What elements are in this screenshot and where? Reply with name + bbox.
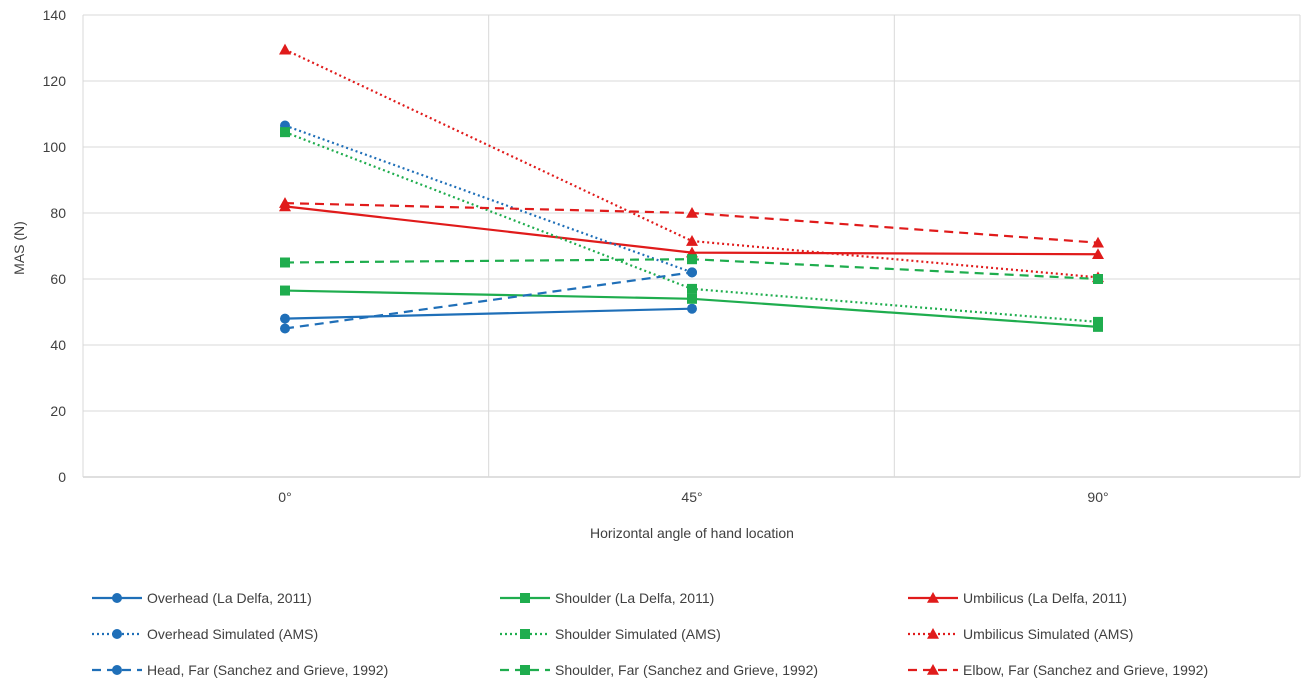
data-point (279, 43, 291, 55)
y-axis-title: MAS (N) (11, 221, 27, 275)
x-axis-tick-labels: 0° 45° 90° (278, 489, 1108, 505)
x-tick-label: 45° (681, 489, 702, 505)
data-point (1092, 236, 1104, 248)
y-tick-label: 20 (50, 403, 66, 419)
legend-label: Shoulder Simulated (AMS) (555, 626, 721, 642)
legend-item: Umbilicus (La Delfa, 2011) (908, 590, 1127, 606)
y-tick-label: 120 (43, 73, 67, 89)
legend-marker (520, 593, 530, 603)
legend-label: Umbilicus Simulated (AMS) (963, 626, 1133, 642)
legend-label: Head, Far (Sanchez and Grieve, 1992) (147, 662, 388, 678)
data-point (1092, 248, 1104, 260)
data-point (687, 303, 697, 314)
x-tick-label: 90° (1087, 489, 1108, 505)
data-point (687, 267, 697, 278)
data-point (279, 197, 291, 208)
legend-label: Overhead (La Delfa, 2011) (147, 590, 312, 606)
legend-marker (520, 629, 530, 639)
legend-label: Shoulder (La Delfa, 2011) (555, 590, 714, 606)
legend-label: Overhead Simulated (AMS) (147, 626, 318, 642)
y-axis-tick-labels: 0 20 40 60 80 100 120 140 (43, 7, 67, 485)
series-line (284, 271, 693, 330)
legend-item: Head, Far (Sanchez and Grieve, 1992) (92, 662, 388, 678)
legend-item: Umbilicus Simulated (AMS) (908, 626, 1133, 642)
grid-lines (82, 14, 1301, 478)
data-point (687, 254, 697, 265)
legend-marker (112, 629, 122, 639)
legend-marker (927, 664, 939, 675)
legend-label: Elbow, Far (Sanchez and Grieve, 1992) (963, 662, 1208, 678)
legend-marker (927, 592, 939, 603)
legend-item: Elbow, Far (Sanchez and Grieve, 1992) (908, 662, 1208, 678)
series-lines (279, 43, 1104, 334)
data-point (280, 257, 290, 268)
legend-marker (520, 665, 530, 675)
legend-item: Shoulder, Far (Sanchez and Grieve, 1992) (500, 662, 818, 678)
series-4 (280, 127, 1103, 327)
series-6 (280, 267, 697, 334)
data-point (280, 323, 290, 334)
legend-label: Shoulder, Far (Sanchez and Grieve, 1992) (555, 662, 818, 678)
y-tick-label: 80 (50, 205, 66, 221)
series-line (284, 124, 693, 274)
series-7 (280, 254, 1103, 284)
series-0 (280, 303, 697, 324)
data-point (686, 235, 698, 246)
y-tick-label: 140 (43, 7, 67, 23)
data-point (280, 127, 290, 138)
series-5 (279, 43, 1104, 283)
data-point (1093, 316, 1103, 327)
series-line (284, 307, 693, 320)
data-point (687, 283, 697, 294)
legend-item: Overhead (La Delfa, 2011) (92, 590, 312, 606)
y-tick-label: 40 (50, 337, 66, 353)
legend-item: Shoulder Simulated (AMS) (500, 626, 721, 642)
y-tick-label: 60 (50, 271, 66, 287)
legend-item: Shoulder (La Delfa, 2011) (500, 590, 714, 606)
y-tick-label: 100 (43, 139, 67, 155)
x-axis-title: Horizontal angle of hand location (590, 525, 794, 541)
series-8 (279, 197, 1104, 248)
data-point (1093, 274, 1103, 284)
x-tick-label: 0° (278, 489, 291, 505)
data-point (687, 293, 697, 304)
data-point (280, 285, 290, 296)
legend-label: Umbilicus (La Delfa, 2011) (963, 590, 1127, 606)
data-point (686, 207, 698, 218)
legend-marker (112, 593, 122, 603)
series-line (284, 48, 1099, 279)
data-point (280, 313, 290, 324)
legend-item: Overhead Simulated (AMS) (92, 626, 318, 642)
y-tick-label: 0 (58, 469, 66, 485)
legend: Overhead (La Delfa, 2011) Shoulder (La De… (92, 590, 1208, 678)
legend-marker (112, 665, 122, 675)
legend-marker (927, 628, 939, 639)
